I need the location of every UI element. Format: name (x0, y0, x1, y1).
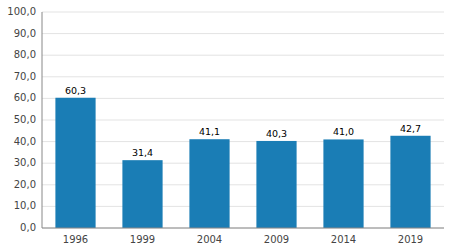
y-tick-label: 100,0 (7, 6, 36, 17)
y-axis: 0,0 10,0 20,0 30,0 40,0 50,0 60,0 70,0 80,0 90,0 1… (7, 6, 36, 233)
y-axis-line (42, 12, 43, 228)
x-axis-line (42, 228, 444, 229)
bar (189, 139, 229, 228)
grid-line (42, 76, 444, 77)
grid-line (42, 163, 444, 164)
grid-line (42, 228, 444, 229)
grid-line (42, 33, 444, 34)
x-tick-label: 1996 (63, 234, 88, 245)
chart-container: 0,0 10,0 20,0 30,0 40,0 50,0 60,0 70,0 80,0 90,0 1… (0, 0, 454, 252)
y-tick-label: 20,0 (14, 179, 36, 190)
x-tick-label: 2019 (398, 234, 423, 245)
data-label: 60,3 (65, 85, 86, 96)
bar (55, 98, 95, 228)
data-label: 42,7 (400, 123, 421, 134)
x-tick-label: 1999 (130, 234, 155, 245)
grid-line (42, 141, 444, 142)
y-tick-label: 70,0 (14, 71, 36, 82)
data-label: 41,0 (333, 126, 354, 137)
data-labels: 60,3 31,4 41,1 40,3 41,0 42,7 (65, 85, 421, 158)
data-label: 31,4 (132, 147, 153, 158)
y-tick-label: 30,0 (14, 157, 36, 168)
data-label: 41,1 (199, 126, 220, 137)
x-tick-label: 2004 (197, 234, 222, 245)
bar (390, 136, 430, 228)
grid-line (42, 12, 444, 13)
data-label: 40,3 (266, 128, 287, 139)
bar (323, 139, 363, 228)
y-tick-label: 80,0 (14, 49, 36, 60)
grid (42, 12, 444, 228)
grid-line (42, 206, 444, 207)
grid-line (42, 55, 444, 56)
x-tick-label: 2009 (264, 234, 289, 245)
x-tick-label: 2014 (331, 234, 356, 245)
x-axis: 1996 1999 2004 2009 2014 2019 (63, 234, 423, 245)
y-tick-label: 90,0 (14, 28, 36, 39)
grid-line (42, 98, 444, 99)
chart: 0,0 10,0 20,0 30,0 40,0 50,0 60,0 70,0 80,0 90,0 1… (0, 0, 454, 252)
bar (256, 141, 296, 228)
y-tick-label: 60,0 (14, 92, 36, 103)
y-tick-label: 0,0 (20, 222, 36, 233)
grid-line (42, 184, 444, 185)
y-tick-label: 40,0 (14, 136, 36, 147)
y-tick-label: 50,0 (14, 114, 36, 125)
bars (55, 98, 430, 228)
y-tick-label: 10,0 (14, 200, 36, 211)
grid-line (42, 120, 444, 121)
bar (122, 160, 162, 228)
